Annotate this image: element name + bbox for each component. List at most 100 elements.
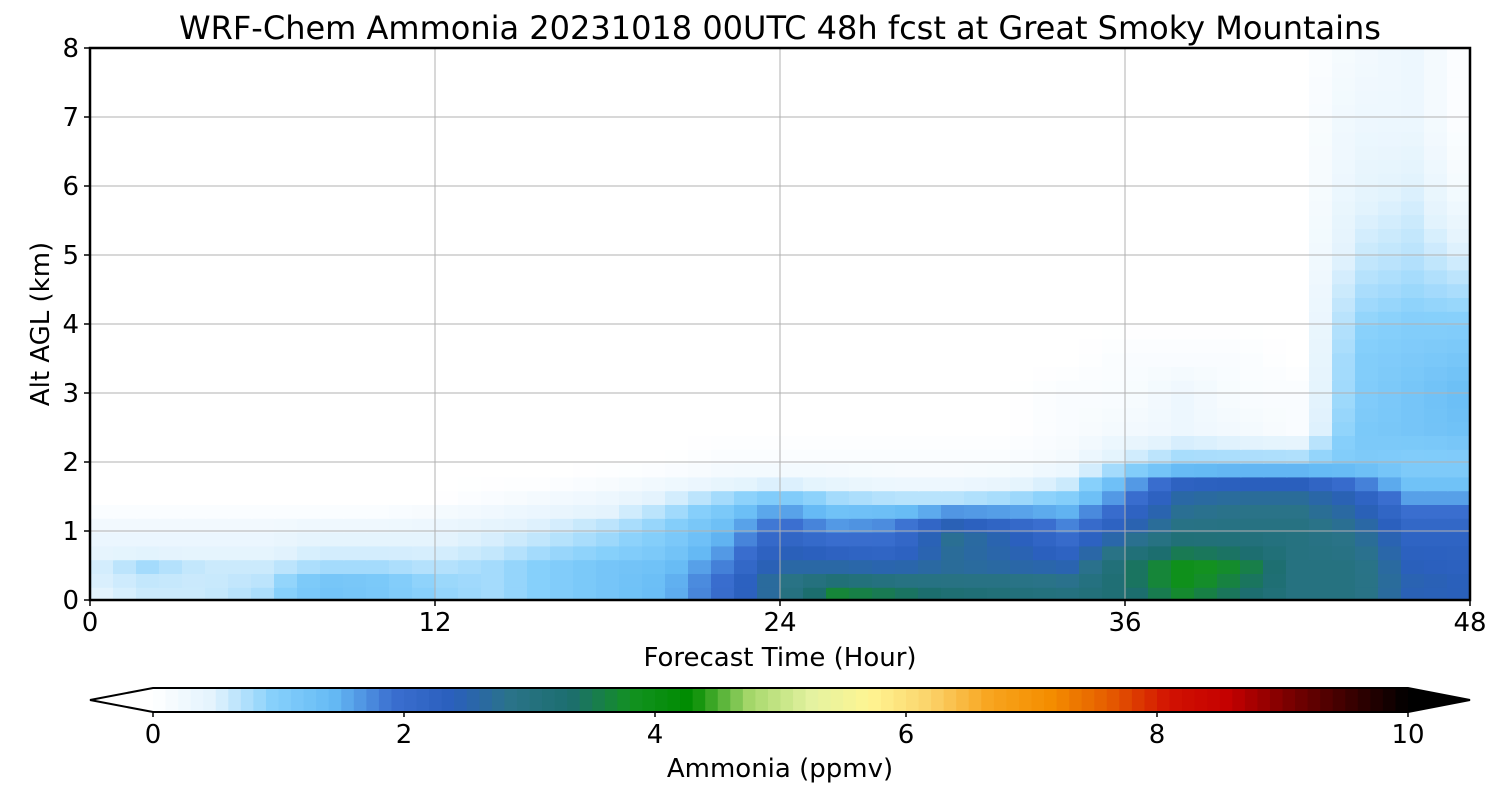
heatmap-cell (1171, 61, 1196, 78)
heatmap-cell (872, 282, 897, 298)
heatmap-cell (1378, 144, 1403, 160)
heatmap-cell (1263, 531, 1288, 547)
heatmap-cell (366, 517, 391, 533)
heatmap-cell (1171, 324, 1196, 340)
heatmap-cell (159, 48, 184, 64)
heatmap-cell (1355, 337, 1380, 354)
heatmap-cell (803, 199, 828, 216)
heatmap-cell (941, 406, 966, 423)
heatmap-cell (1033, 172, 1058, 188)
heatmap-cell (1424, 365, 1449, 381)
heatmap-cell (228, 406, 253, 423)
heatmap-cell (918, 503, 943, 519)
heatmap-cell (849, 489, 874, 505)
heatmap-cell (849, 213, 874, 229)
heatmap-cell (1217, 61, 1242, 78)
heatmap-cell (389, 255, 414, 271)
heatmap-cell (1033, 351, 1058, 367)
heatmap-cell (872, 406, 897, 423)
heatmap-cell (1171, 586, 1196, 600)
heatmap-cell (665, 586, 690, 600)
heatmap-cell (826, 48, 851, 64)
heatmap-cell (1171, 241, 1196, 257)
heatmap-cell (412, 130, 437, 147)
heatmap-cell (251, 89, 276, 105)
heatmap-cell (734, 296, 759, 312)
heatmap-cell (1079, 572, 1104, 588)
heatmap-cell (964, 365, 989, 381)
heatmap-cell (596, 241, 621, 257)
heatmap-cell (113, 503, 138, 519)
heatmap-cell (1378, 48, 1403, 64)
heatmap-cell (228, 255, 253, 271)
heatmap-cell (343, 517, 368, 533)
heatmap-cell (550, 448, 575, 464)
heatmap-cell (619, 379, 644, 395)
heatmap-cell (1424, 586, 1449, 600)
heatmap-cell (1056, 172, 1081, 188)
colorbar-segment (278, 688, 292, 712)
heatmap-cell (1102, 489, 1127, 505)
heatmap-cell (780, 531, 805, 547)
heatmap-cell (1332, 434, 1357, 450)
heatmap-cell (343, 310, 368, 326)
heatmap-cell (757, 48, 782, 64)
heatmap-cell (113, 117, 138, 133)
heatmap-cell (1125, 310, 1150, 326)
heatmap-cell (1286, 586, 1311, 600)
heatmap-cell (297, 365, 322, 381)
heatmap-cell (1263, 489, 1288, 505)
heatmap-cell (665, 572, 690, 588)
colorbar-segment (730, 688, 744, 712)
colorbar-segment (466, 688, 481, 712)
heatmap-cell (665, 61, 690, 78)
heatmap-cell (780, 255, 805, 271)
heatmap-cell (1079, 199, 1104, 216)
heatmap-cell (941, 89, 966, 105)
heatmap-cell (1010, 310, 1035, 326)
heatmap-cell (642, 103, 667, 119)
heatmap-cell (228, 351, 253, 367)
heatmap-cell (1332, 475, 1357, 492)
heatmap-cell (734, 186, 759, 202)
heatmap-cell (412, 227, 437, 243)
heatmap-cell (343, 420, 368, 436)
heatmap-cell (1355, 406, 1380, 423)
heatmap-cell (849, 544, 874, 561)
heatmap-cell (826, 586, 851, 600)
heatmap-cell (113, 475, 138, 492)
heatmap-cell (1263, 89, 1288, 105)
heatmap-cell (550, 172, 575, 188)
colorbar: 0 2 4 6 8 10 (89, 687, 1471, 750)
heatmap-cell (1148, 324, 1173, 340)
heatmap-cell (1286, 296, 1311, 312)
colorbar-segment (391, 688, 405, 712)
heatmap-cell (688, 130, 713, 147)
heatmap-cell (1263, 103, 1288, 119)
heatmap-cell (274, 310, 299, 326)
heatmap-cell (872, 186, 897, 202)
heatmap-cell (251, 393, 276, 409)
heatmap-cell (734, 337, 759, 354)
heatmap-cell (642, 572, 667, 588)
heatmap-cell (987, 544, 1012, 561)
heatmap-cell (642, 544, 667, 561)
heatmap-cell (964, 103, 989, 119)
heatmap-cell (182, 61, 207, 78)
heatmap-cell (1033, 462, 1058, 478)
heatmap-cell (228, 448, 253, 464)
colorbar-segment (1357, 688, 1372, 712)
heatmap-cell (458, 241, 483, 257)
heatmap-cell (297, 255, 322, 271)
heatmap-cell (1148, 213, 1173, 229)
heatmap-cell (642, 130, 667, 147)
heatmap-cell (435, 144, 460, 160)
heatmap-cell (389, 199, 414, 216)
heatmap-cell (1102, 448, 1127, 464)
heatmap-cell (1401, 89, 1426, 105)
heatmap-cell (941, 158, 966, 174)
heatmap-cell (1102, 351, 1127, 367)
heatmap-cell (504, 448, 529, 464)
heatmap-cell (1010, 337, 1035, 354)
